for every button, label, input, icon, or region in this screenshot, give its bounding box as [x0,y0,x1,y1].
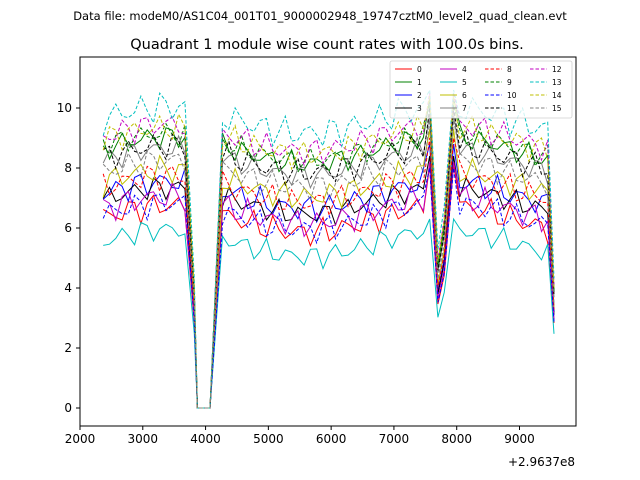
x-tick-label: 5000 [253,432,284,446]
series-line-4 [102,161,555,409]
series-line-3 [102,155,555,409]
y-tick-label: 10 [57,101,72,115]
series-line-9 [102,104,555,409]
x-tick-label: 2000 [65,432,96,446]
chart-title: Quadrant 1 module wise count rates with … [130,37,524,53]
legend-label-0: 0 [417,65,422,74]
legend-label-10: 10 [507,91,517,100]
legend-label-9: 9 [507,78,512,87]
x-tick-label: 4000 [190,432,221,446]
legend-label-8: 8 [507,65,512,74]
y-tick-label: 0 [64,401,72,415]
legend-label-2: 2 [417,91,422,100]
legend-label-7: 7 [462,104,467,113]
x-tick-label: 8000 [441,432,472,446]
x-tick-label: 7000 [379,432,410,446]
y-tick-label: 4 [64,281,72,295]
legend-label-1: 1 [417,78,422,87]
series-line-7 [102,113,555,409]
x-offset-label: +2.9637e8 [508,455,575,469]
legend-label-4: 4 [462,65,467,74]
series-line-15 [102,119,555,409]
legend-label-11: 11 [507,104,517,113]
series-line-6 [102,128,555,409]
legend-label-14: 14 [552,91,562,100]
series-line-2 [102,143,555,409]
legend-label-5: 5 [462,78,467,87]
series-line-13 [102,88,555,409]
axes-frame [79,56,577,427]
legend-label-3: 3 [417,104,422,113]
legend-label-6: 6 [462,91,467,100]
series-line-5 [103,217,555,409]
data-file-label: Data file: modeM0/AS1C04_001T01_90000029… [73,9,567,23]
x-axis: 2000 3000 4000 5000 6000 7000 8000 9000 [65,426,535,446]
x-tick-label: 6000 [316,432,347,446]
x-tick-label: 9000 [504,432,535,446]
y-axis: 0 2 4 6 8 10 [57,101,80,415]
y-tick-label: 6 [64,221,72,235]
series-line-11 [102,107,555,409]
plot-area [102,88,555,409]
legend-label-13: 13 [552,78,562,87]
series-line-14 [102,95,555,409]
y-tick-label: 8 [64,161,72,175]
series-line-12 [102,92,555,409]
x-tick-label: 3000 [128,432,159,446]
legend-label-15: 15 [552,104,562,113]
series-line-0 [102,164,555,409]
series-line-10 [102,167,555,409]
legend-label-12: 12 [552,65,562,74]
series-layer [102,88,555,409]
legend-box [389,60,573,119]
y-tick-label: 2 [64,341,72,355]
